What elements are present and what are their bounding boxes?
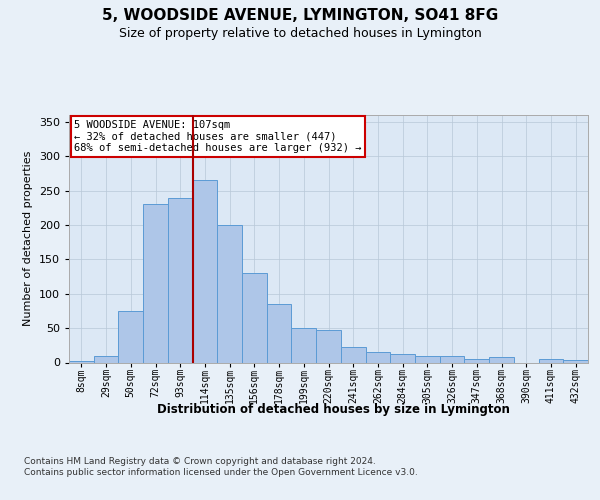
Bar <box>69 361 94 362</box>
Bar <box>563 360 588 362</box>
Bar <box>341 348 365 362</box>
Y-axis label: Number of detached properties: Number of detached properties <box>23 151 33 326</box>
Text: 5 WOODSIDE AVENUE: 107sqm
← 32% of detached houses are smaller (447)
68% of semi: 5 WOODSIDE AVENUE: 107sqm ← 32% of detac… <box>74 120 362 153</box>
Bar <box>440 356 464 362</box>
Bar <box>464 359 489 362</box>
Bar <box>193 180 217 362</box>
Bar <box>539 359 563 362</box>
Bar <box>390 354 415 362</box>
Bar <box>242 273 267 362</box>
Text: 5, WOODSIDE AVENUE, LYMINGTON, SO41 8FG: 5, WOODSIDE AVENUE, LYMINGTON, SO41 8FG <box>102 8 498 22</box>
Bar <box>118 311 143 362</box>
Bar <box>316 330 341 362</box>
Bar <box>415 356 440 362</box>
Bar <box>292 328 316 362</box>
Bar <box>94 356 118 362</box>
Text: Contains HM Land Registry data © Crown copyright and database right 2024.
Contai: Contains HM Land Registry data © Crown c… <box>24 458 418 477</box>
Bar <box>365 352 390 362</box>
Text: Size of property relative to detached houses in Lymington: Size of property relative to detached ho… <box>119 28 481 40</box>
Bar <box>217 225 242 362</box>
Bar <box>143 204 168 362</box>
Bar <box>168 198 193 362</box>
Text: Distribution of detached houses by size in Lymington: Distribution of detached houses by size … <box>157 402 509 415</box>
Bar <box>489 357 514 362</box>
Bar <box>267 304 292 362</box>
